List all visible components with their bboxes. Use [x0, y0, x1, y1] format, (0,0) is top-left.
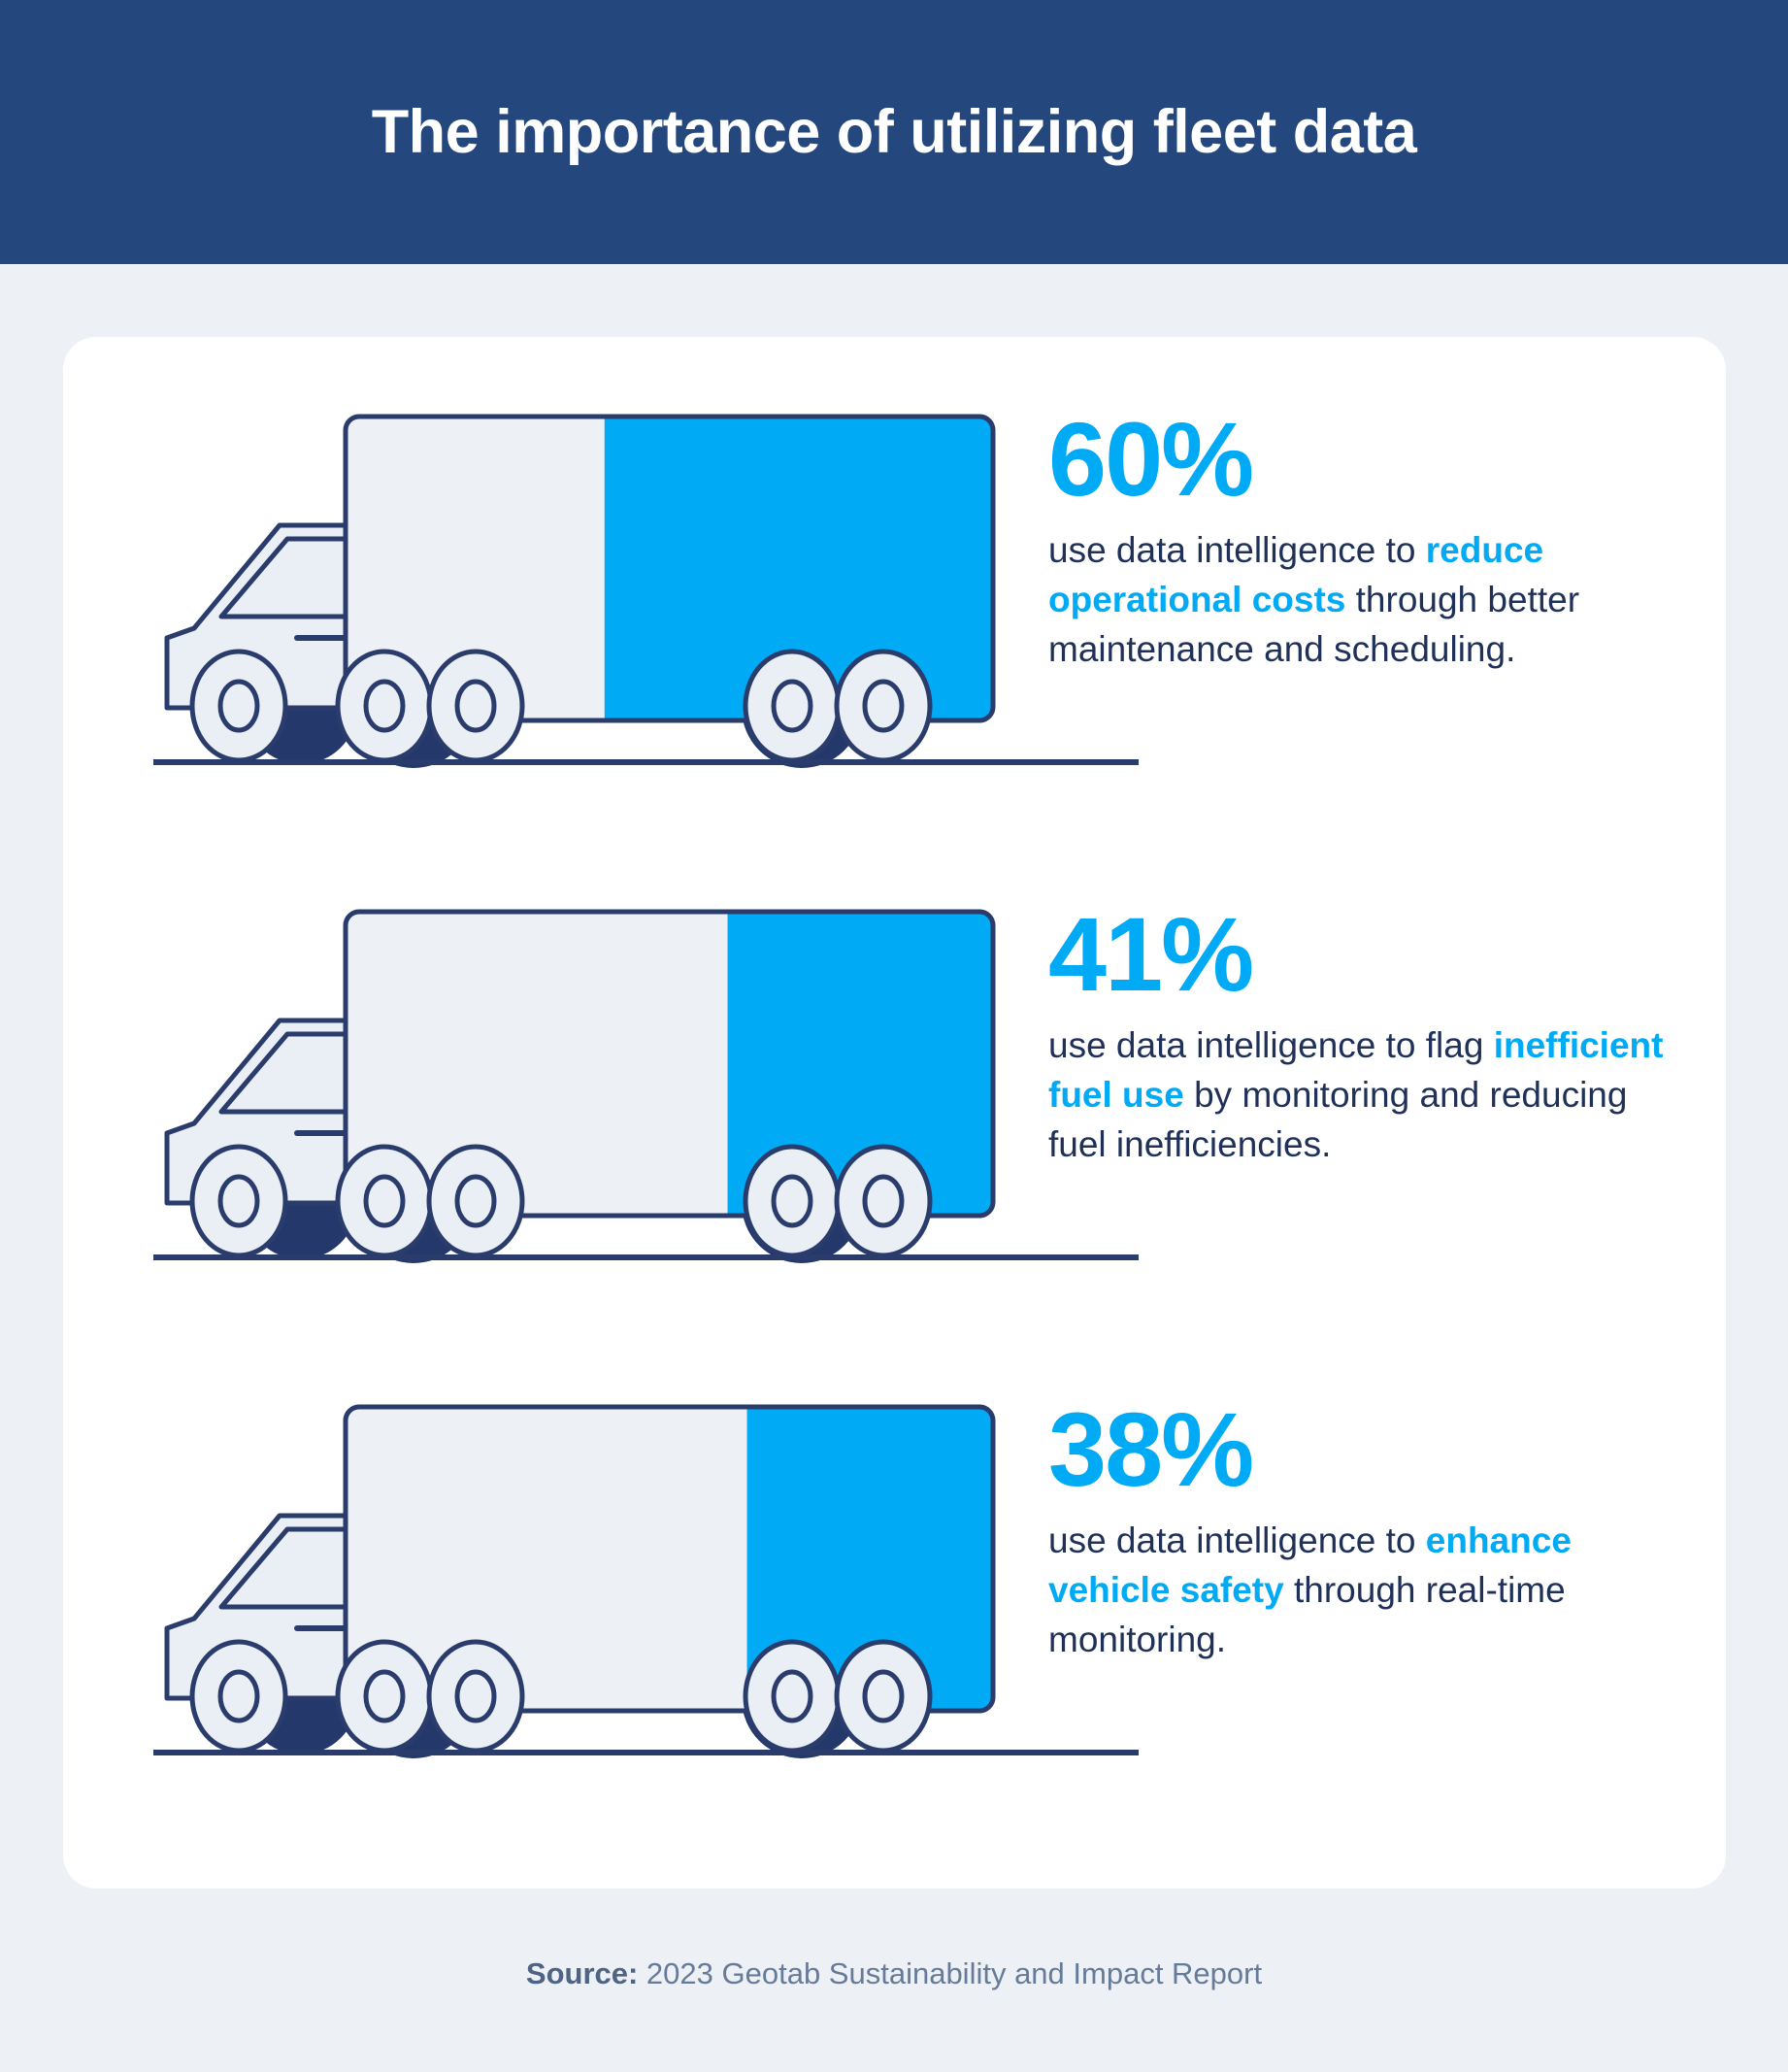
page-header: The importance of utilizing fleet data [0, 0, 1788, 264]
desc-part-1: use data intelligence to flag [1048, 1025, 1494, 1065]
cargo-box-outline [343, 414, 996, 723]
truck-bar-graphic [124, 1387, 1139, 1805]
desc-part-1: use data intelligence to [1048, 530, 1426, 570]
source-attribution: Source: 2023 Geotab Sustainability and I… [0, 1956, 1788, 1991]
truck-icon [153, 414, 1139, 768]
page-title: The importance of utilizing fleet data [371, 98, 1417, 166]
stat-percentage: 41% [1048, 895, 1254, 1013]
stat-row: 41% use data intelligence to flag ineffi… [63, 892, 1726, 1397]
desc-highlight: inefficient fuel use [1048, 1025, 1664, 1116]
source-text: 2023 Geotab Sustainability and Impact Re… [638, 1956, 1263, 1990]
desc-part-1: use data intelligence to [1048, 1521, 1426, 1560]
desc-part-2: through better maintenance and schedulin… [1048, 580, 1580, 670]
stat-description: use data intelligence to reduce operatio… [1048, 525, 1689, 674]
stat-description: use data intelligence to flag inefficien… [1048, 1020, 1689, 1169]
cargo-box-outline [343, 1404, 996, 1714]
content-card: 60% use data intelligence to reduce oper… [63, 337, 1726, 1888]
truck-icon [153, 1404, 1139, 1758]
truck-icon [153, 909, 1139, 1263]
source-label: Source: [525, 1956, 639, 1990]
desc-highlight: reduce operational costs [1048, 530, 1544, 620]
stat-text-block: 38% use data intelligence to enhance veh… [1048, 1397, 1689, 1664]
cargo-box-outline [343, 909, 996, 1219]
wheel-group [189, 1639, 933, 1754]
stat-text-block: 60% use data intelligence to reduce oper… [1048, 407, 1689, 674]
desc-part-2: by monitoring and reducing fuel ineffici… [1048, 1075, 1628, 1165]
stat-percentage: 38% [1048, 1390, 1254, 1508]
wheel-group [189, 649, 933, 763]
stat-description: use data intelligence to enhance vehicle… [1048, 1516, 1689, 1664]
stat-percentage: 60% [1048, 400, 1254, 518]
desc-highlight: enhance vehicle safety [1048, 1521, 1572, 1611]
stat-text-block: 41% use data intelligence to flag ineffi… [1048, 902, 1689, 1169]
stat-row: 60% use data intelligence to reduce oper… [63, 397, 1726, 902]
truck-bar-graphic [124, 397, 1139, 815]
desc-part-2: through real-time monitoring. [1048, 1570, 1566, 1660]
truck-bar-graphic [124, 892, 1139, 1310]
stat-row: 38% use data intelligence to enhance veh… [63, 1387, 1726, 1892]
